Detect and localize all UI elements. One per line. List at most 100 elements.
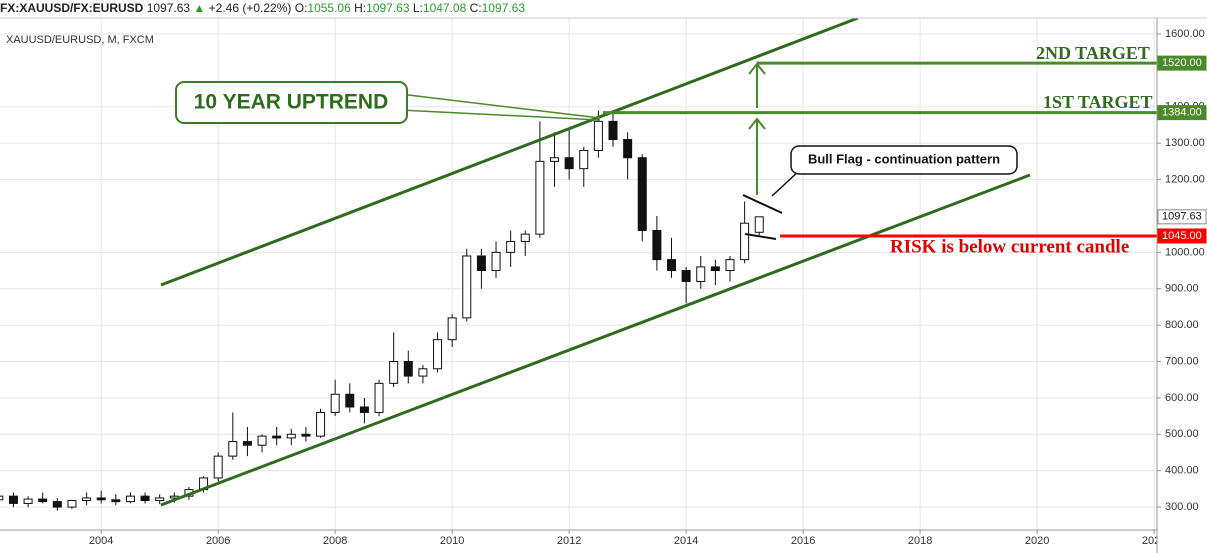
annotation: Bull Flag - continuation pattern [808,151,1000,166]
ohlc-label: O: [295,1,308,15]
y-tick-label: 700.00 [1165,355,1199,367]
target-arrows [748,62,766,195]
candle-body [155,497,165,502]
ohlc-value: 1055.06 [307,1,351,15]
change: +2.46 (+0.22%) [209,1,292,15]
price-marker [1157,55,1207,71]
candle-body [345,393,355,408]
x-tick-label: 2004 [89,535,113,547]
ohlc-value: 1097.63 [366,1,410,15]
candle-body [652,230,662,261]
price-markers [603,61,1157,238]
symbol: FX:XAUUSD/FX:EURUSD [0,1,144,15]
ohlc-label: C: [470,1,482,15]
candle-body [96,497,106,501]
candle-body [564,157,574,170]
lower-trendline [160,173,1031,507]
candle-body [550,157,560,162]
candle-body [535,160,545,235]
candle-body [272,435,282,439]
candle-body [242,441,252,446]
candle-body [316,411,326,437]
y-tick-label: 1200.00 [1165,173,1205,185]
header: FX:XAUUSD/FX:EURUSD 1097.63 ▲ +2.46 (+0.… [0,1,525,15]
annotation: 10 YEAR UPTREND [194,91,389,114]
x-tick-label: 2016 [791,535,815,547]
y-tick-label: 1600.00 [1165,28,1205,40]
candle-body [476,255,486,272]
annotation: RISK is below current candle [890,236,1129,257]
candle-body [389,361,399,384]
up-icon: ▲ [193,1,205,15]
uptrend-callout: 10 YEAR UPTREND [175,81,601,124]
price-marker-label: 1045.00 [1162,230,1202,242]
y-tick-label: 1000.00 [1165,246,1205,258]
candle-body [301,433,311,437]
flag-callout: Bull Flag - continuation pattern [771,145,1018,197]
candle-body [213,455,223,479]
ohlc-label: H: [354,1,366,15]
flag-line [744,233,777,240]
annotation: 1ST TARGET [1043,92,1153,112]
candle-body [696,266,706,282]
candle-body [462,255,472,319]
last: 1097.63 [147,1,191,15]
candle-body [667,259,677,272]
candle-body [286,433,296,439]
candle-body [228,441,238,457]
candle-body [418,368,428,377]
x-tick-label: 2010 [440,535,464,547]
candle-body [23,498,33,504]
x-tick-label: 2014 [674,535,698,547]
price-marker [1157,228,1207,244]
candle-body [725,259,735,272]
ohlc-label: L: [413,1,423,15]
y-tick-label: 600.00 [1165,392,1199,404]
y-tick-label: 800.00 [1165,319,1199,331]
price-marker [1157,209,1207,225]
y-tick-label: 500.00 [1165,428,1199,440]
candle-body [111,499,121,503]
candle-body [125,495,135,503]
upper-trendline [160,16,859,287]
candle-body [593,120,603,151]
candle-body [681,270,691,282]
y-tick-label: 300.00 [1165,501,1199,513]
y-tick-label: 400.00 [1165,465,1199,477]
ohlc-value: 1047.08 [423,1,467,15]
y-tick-label: 1300.00 [1165,137,1205,149]
annotation: 2ND TARGET [1036,43,1150,63]
price-marker [1157,105,1207,121]
x-tick-label: 2008 [323,535,347,547]
candle-body [257,435,267,446]
price-marker-label: 1097.63 [1162,211,1202,223]
candle-body [403,361,413,377]
candle-body [52,501,62,508]
candle-body [506,240,516,253]
candle-body [447,317,457,341]
candle-body [8,495,18,504]
candle-body [359,406,369,413]
x-tick-label: 2018 [908,535,932,547]
candle-body [608,120,618,141]
plot [0,110,764,511]
candle-body [82,497,92,502]
x-tick-label: 2006 [206,535,230,547]
candle-body [67,500,77,508]
candle-body [520,233,530,242]
price-marker-label: 1384.00 [1162,107,1202,119]
candle-body [374,382,384,413]
candle-body [0,495,4,501]
candle-body [140,495,150,502]
x-tick-label: 2020 [1025,535,1049,547]
candle-body [754,216,764,233]
y-tick-label: 900.00 [1165,283,1199,295]
candle-body [433,339,443,370]
chart-title: XAUUSD/EURUSD, M, FXCM [6,34,154,46]
candle-body [740,222,750,261]
header-bar [0,0,1207,18]
x-tick-label: 2012 [557,535,581,547]
candle-body [330,393,340,413]
